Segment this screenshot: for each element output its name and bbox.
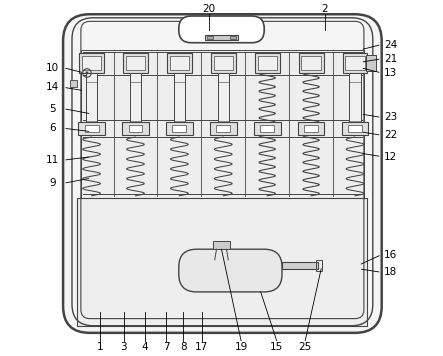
Bar [130,73,141,130]
Bar [255,53,280,73]
Bar [365,55,377,71]
Bar [70,80,77,87]
Bar [216,125,230,132]
Bar [128,125,142,132]
Bar [298,122,324,135]
Bar [302,56,321,70]
Text: 6: 6 [49,123,56,133]
Text: 23: 23 [384,112,397,122]
Bar [126,56,145,70]
Bar [316,260,322,271]
Circle shape [85,72,89,74]
Bar [348,125,362,132]
Text: 22: 22 [384,130,397,140]
Bar [214,56,233,70]
Text: 24: 24 [384,40,397,49]
Bar [342,53,367,73]
Bar [167,53,192,73]
Text: 12: 12 [384,152,397,162]
Text: 19: 19 [234,342,248,352]
Bar [346,56,365,70]
Text: 2: 2 [322,4,328,14]
Bar [342,122,368,135]
Bar [170,56,189,70]
Text: 21: 21 [384,54,397,64]
Bar [86,73,97,130]
Bar [174,73,185,130]
FancyBboxPatch shape [63,14,382,333]
Bar [166,122,193,135]
Bar [257,56,277,70]
Bar [211,53,236,73]
Text: 18: 18 [384,267,397,277]
Bar [172,125,187,132]
Bar [304,125,318,132]
Text: 1: 1 [97,342,103,352]
Bar [78,198,367,326]
Bar [349,73,361,130]
Bar [206,35,237,40]
Text: 8: 8 [180,342,187,352]
Text: 13: 13 [384,68,397,78]
Bar [122,122,149,135]
Bar [218,73,229,130]
Text: 7: 7 [163,342,170,352]
Bar [213,241,230,249]
Text: 9: 9 [49,178,56,188]
Bar [78,122,105,135]
Bar [82,56,101,70]
Bar [123,53,148,73]
Bar [79,53,104,73]
Text: 25: 25 [299,342,312,352]
Bar [299,53,323,73]
Text: 20: 20 [202,4,216,14]
Bar [81,50,364,199]
Bar [207,36,213,39]
Bar [210,122,237,135]
Bar [230,36,236,39]
Text: 10: 10 [46,63,59,73]
Bar [282,262,318,269]
Text: 15: 15 [270,342,284,352]
Text: 14: 14 [46,82,59,92]
Text: 11: 11 [46,155,59,165]
Text: 5: 5 [49,104,56,114]
FancyBboxPatch shape [179,249,282,292]
Text: 4: 4 [142,342,148,352]
Text: 17: 17 [195,342,209,352]
Text: 3: 3 [120,342,127,352]
Bar [254,122,280,135]
Text: 16: 16 [384,250,397,260]
Bar [85,125,98,132]
Bar [260,125,274,132]
FancyBboxPatch shape [179,16,264,43]
